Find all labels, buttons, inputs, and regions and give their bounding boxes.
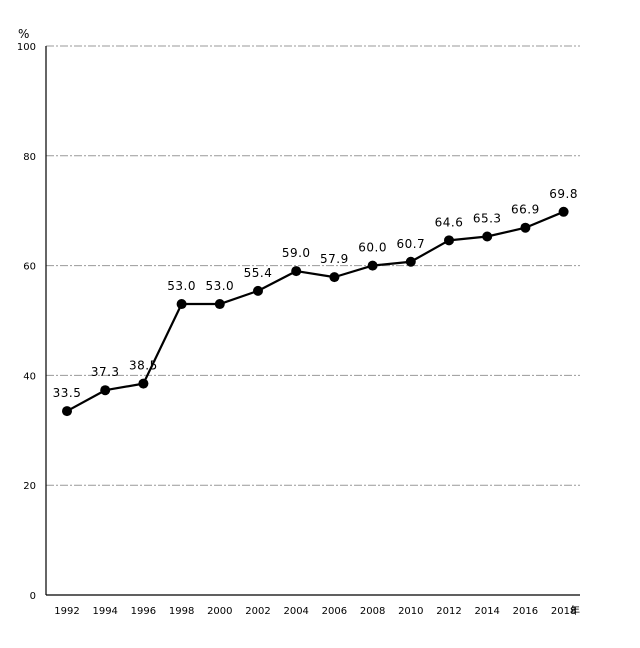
x-tick-label: 2002	[245, 606, 270, 617]
data-label: 53.0	[167, 279, 196, 293]
axes	[45, 46, 580, 596]
x-tick-label: 2004	[283, 606, 308, 617]
y-tick-labels: 0 20 40 60 80 100	[17, 42, 36, 602]
data-point	[214, 299, 225, 310]
x-tick-label: 2016	[513, 606, 538, 617]
data-point	[253, 285, 263, 296]
data-point	[367, 260, 378, 271]
data-point	[520, 222, 531, 233]
x-axis-unit: 年	[570, 604, 580, 617]
data-label: 57.9	[320, 252, 349, 266]
x-tick-label: 1996	[131, 606, 156, 617]
x-tick-label: 2012	[436, 606, 461, 617]
data-point	[482, 231, 493, 242]
data-label: 64.6	[435, 215, 464, 229]
data-label: 60.7	[396, 237, 425, 251]
data-point	[558, 206, 569, 217]
x-tick-label: 1994	[92, 606, 117, 617]
data-label: 60.0	[358, 241, 387, 255]
series-line	[66, 210, 565, 413]
data-points	[62, 206, 569, 417]
y-axis-unit: %	[18, 27, 29, 41]
data-point	[138, 378, 149, 389]
data-label: 69.8	[549, 187, 578, 201]
x-tick-labels: 1992 1994 1996 1998 2000 2002 2004 2006 2008 2010…	[54, 606, 576, 617]
data-point	[176, 299, 187, 310]
data-label: 53.0	[205, 279, 234, 293]
series-line-group	[66, 210, 565, 413]
data-point	[100, 385, 111, 396]
data-label: 59.0	[282, 246, 311, 260]
x-tick-label: 1992	[54, 606, 79, 617]
y-tick-label: 100	[17, 42, 36, 53]
data-label: 55.4	[244, 266, 273, 280]
x-tick-label: 2018	[551, 606, 576, 617]
y-tick-label: 60	[23, 262, 36, 273]
x-tick-label: 2014	[474, 606, 499, 617]
data-point	[291, 266, 302, 277]
y-tick-label: 0	[30, 591, 36, 602]
data-label: 33.5	[53, 386, 82, 400]
y-tick-label: 80	[23, 152, 36, 163]
y-tick-label: 20	[23, 481, 36, 492]
data-point	[405, 256, 416, 267]
x-tick-label: 1998	[169, 606, 194, 617]
y-tick-label: 40	[23, 371, 36, 382]
data-labels: 33.5 37.3 38.5 53.0 53.0 55.4 59.0 57.9 60.0 60.7…	[53, 187, 578, 400]
data-label: 65.3	[473, 212, 502, 226]
x-tick-label: 2010	[398, 606, 423, 617]
data-point	[444, 235, 454, 246]
x-tick-label: 2000	[207, 606, 232, 617]
data-label: 37.3	[91, 365, 120, 379]
data-point	[329, 272, 340, 283]
data-point	[62, 406, 72, 417]
x-tick-label: 2008	[360, 606, 385, 617]
data-label: 38.5	[129, 359, 158, 373]
data-label: 66.9	[511, 203, 540, 217]
x-tick-label: 2006	[322, 606, 347, 617]
grid-lines	[46, 45, 580, 486]
